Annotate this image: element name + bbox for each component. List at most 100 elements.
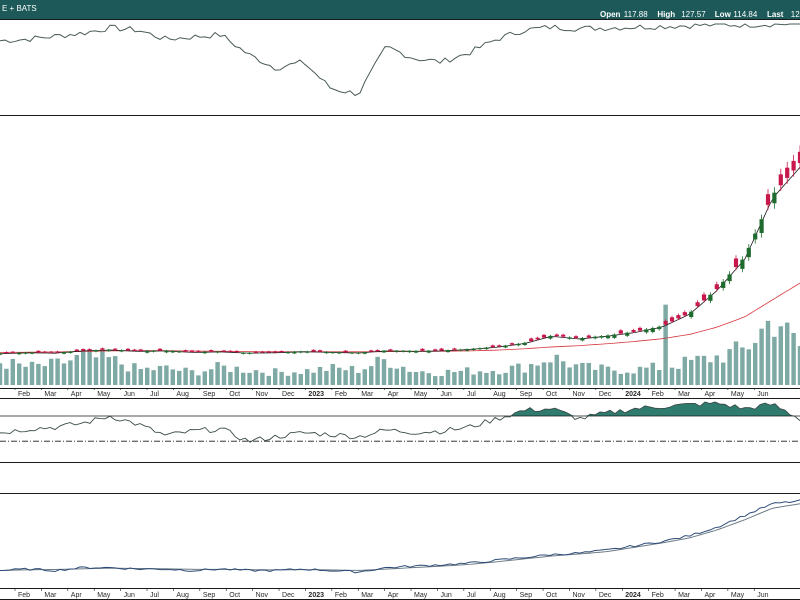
axis-tick-label: Oct bbox=[229, 391, 240, 398]
volume-bar bbox=[592, 369, 598, 385]
candle-body bbox=[727, 274, 732, 282]
candle-body bbox=[740, 259, 745, 269]
exchange-label: E + BATS bbox=[2, 4, 37, 13]
volume-bar bbox=[439, 375, 444, 385]
axis-tick-label: 2024 bbox=[625, 391, 641, 398]
volume-bar bbox=[484, 372, 489, 385]
stat-value: 114.84 bbox=[733, 10, 757, 19]
lower-panel bbox=[0, 499, 800, 574]
volume-bar bbox=[695, 355, 700, 385]
candle-body bbox=[625, 332, 630, 336]
candle-body bbox=[74, 349, 79, 351]
volume-bar bbox=[253, 370, 259, 385]
volume-bar bbox=[298, 374, 304, 385]
volume-bar bbox=[266, 375, 272, 385]
candle-body bbox=[298, 351, 303, 353]
candle-body bbox=[356, 352, 361, 354]
candle-body bbox=[279, 350, 284, 353]
candle-body bbox=[695, 302, 700, 307]
candle-body bbox=[733, 258, 739, 268]
axis-tick-label: Mar bbox=[44, 391, 57, 398]
candle-body bbox=[145, 350, 150, 353]
candle-body bbox=[484, 347, 489, 350]
candle-body bbox=[253, 351, 259, 353]
candle-body bbox=[311, 349, 316, 352]
candle-body bbox=[132, 349, 137, 351]
candle-body bbox=[221, 350, 227, 352]
volume-bar bbox=[650, 362, 656, 385]
volume-bar bbox=[61, 363, 67, 385]
candle-body bbox=[119, 350, 124, 352]
candle-body bbox=[516, 343, 521, 346]
volume-bar bbox=[580, 362, 585, 385]
volume-bar bbox=[112, 356, 118, 385]
axis-tick-label: Jul bbox=[150, 592, 159, 599]
volume-bar bbox=[464, 367, 470, 385]
volume-bar bbox=[778, 326, 784, 385]
volume-bar bbox=[23, 366, 28, 385]
candle-body bbox=[631, 329, 636, 332]
candle-body bbox=[260, 351, 265, 353]
volume-bar bbox=[42, 366, 48, 385]
volume-bar bbox=[714, 355, 720, 385]
candle-body bbox=[772, 192, 777, 204]
axis-tick-label: Aug bbox=[176, 391, 189, 398]
volume-bar bbox=[458, 370, 464, 385]
axis-tick-label: Jun bbox=[757, 592, 768, 599]
axis-tick-label: May bbox=[97, 592, 111, 599]
axis-tick-label: May bbox=[414, 391, 428, 398]
volume-bar bbox=[740, 347, 745, 385]
price-panel bbox=[0, 145, 800, 385]
candle-body bbox=[369, 350, 374, 352]
volume-bar bbox=[541, 362, 547, 385]
volume-bar bbox=[432, 376, 438, 385]
candle-body bbox=[599, 336, 604, 338]
candle-body bbox=[663, 320, 668, 325]
axis-tick-label: Jun bbox=[440, 592, 451, 599]
volume-bar bbox=[106, 357, 112, 385]
candle-body bbox=[42, 351, 47, 353]
axis-tick-label: Feb bbox=[18, 592, 30, 599]
volume-bar bbox=[516, 363, 521, 385]
volume-bar bbox=[503, 372, 508, 385]
candle-body bbox=[247, 352, 252, 354]
oscillator-line bbox=[0, 401, 800, 443]
axis-tick-label: 2023 bbox=[308, 592, 324, 599]
volume-bar bbox=[452, 372, 457, 385]
candle-body bbox=[791, 160, 796, 171]
axis-tick-label: Dec bbox=[282, 592, 295, 599]
candle-body bbox=[650, 328, 655, 333]
candle-body bbox=[586, 335, 591, 338]
candle-body bbox=[388, 349, 393, 351]
volume-bar bbox=[260, 372, 265, 385]
candle-body bbox=[497, 345, 502, 347]
candle-body bbox=[285, 351, 291, 354]
axis-tick-label: Mar bbox=[44, 592, 57, 599]
volume-bar bbox=[477, 371, 483, 385]
volume-bar bbox=[509, 365, 515, 385]
candle-body bbox=[337, 352, 342, 354]
volume-bar bbox=[93, 357, 99, 385]
date-axis-upper: Feb Mar Apr May Jun Jul Aug Sep Oct Nov Dec 2023 Feb… bbox=[14, 388, 769, 398]
axis-tick-label: Feb bbox=[652, 391, 664, 398]
volume-bar bbox=[772, 336, 777, 385]
candle-body bbox=[273, 351, 278, 353]
candle-body bbox=[759, 219, 764, 233]
candle-body bbox=[458, 349, 463, 351]
volume-bar bbox=[311, 372, 316, 385]
volume-bar bbox=[669, 367, 675, 385]
volume-bar bbox=[388, 367, 393, 385]
volume-bar bbox=[164, 365, 169, 385]
axis-tick-label: Sep bbox=[520, 592, 533, 599]
candle-body bbox=[420, 348, 425, 351]
candle-body bbox=[4, 351, 9, 354]
axis-tick-label: Jul bbox=[467, 391, 476, 398]
axis-tick-label: Jul bbox=[467, 592, 476, 599]
candle-body bbox=[439, 348, 444, 351]
candle-body bbox=[81, 349, 86, 351]
axis-tick-label: Jun bbox=[440, 391, 451, 398]
candle-body bbox=[324, 351, 329, 354]
candle-body bbox=[753, 233, 758, 240]
candle-body bbox=[138, 349, 143, 351]
